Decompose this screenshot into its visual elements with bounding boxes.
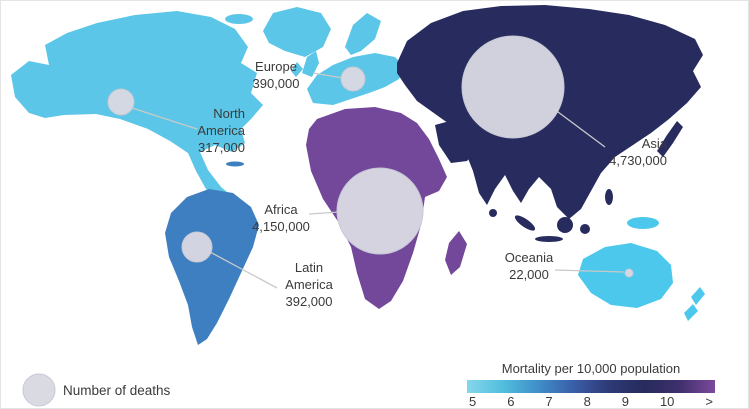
- asia-region: [397, 5, 703, 242]
- latin-america-name-line1: Latin: [294, 260, 324, 275]
- asia-label: Asia 4,730,000: [579, 135, 667, 169]
- north-america-name-line1: North: [213, 106, 245, 121]
- latin-america-name-line2: America: [285, 277, 333, 292]
- arctic-island-shape: [225, 14, 253, 24]
- africa-bubble: [336, 167, 424, 255]
- asia-name: Asia: [641, 136, 667, 151]
- oceania-name: Oceania: [504, 250, 554, 265]
- colorbar-tick: 9: [621, 394, 629, 409]
- africa-name: Africa: [264, 202, 298, 217]
- callout-lines: [131, 72, 625, 289]
- europe-name: Europe: [255, 59, 297, 74]
- callout-africa: [308, 211, 340, 215]
- new-zealand-north-shape: [691, 287, 705, 305]
- java-shape: [535, 236, 563, 242]
- north-america-label: North America 317,000: [157, 105, 245, 156]
- mortality-colorbar: Mortality per 10,000 population 5 6 7 8 …: [467, 361, 715, 409]
- europe-deaths: 390,000: [252, 76, 300, 91]
- uk-shape: [302, 51, 319, 77]
- cuba-shape: [226, 161, 244, 167]
- callout-latin-america: [209, 251, 278, 289]
- new-zealand-south-shape: [684, 304, 698, 321]
- madagascar-shape: [445, 231, 467, 275]
- oceania-region: [578, 217, 705, 321]
- death-bubbles: [22, 35, 634, 407]
- colorbar-gradient: [467, 380, 715, 393]
- north-america-shape: [11, 11, 263, 202]
- callout-north-america: [131, 107, 198, 130]
- callout-asia: [553, 108, 606, 148]
- africa-label: Africa 4,150,000: [243, 201, 319, 235]
- colorbar-tick: 5: [469, 394, 477, 409]
- africa-deaths: 4,150,000: [252, 219, 310, 234]
- asia-bubble: [461, 35, 565, 139]
- south-america-shape: [165, 189, 259, 345]
- greenland-shape: [263, 7, 331, 57]
- sri-lanka-shape: [489, 209, 497, 217]
- sulawesi-shape: [580, 224, 590, 234]
- borneo-shape: [557, 217, 573, 233]
- sumatra-shape: [514, 215, 536, 231]
- europe-bubble: [340, 66, 366, 92]
- north-america-region: [11, 7, 331, 202]
- latin-america-region: [165, 161, 259, 345]
- colorbar-tick: 10: [659, 394, 675, 409]
- colorbar-tick: 6: [507, 394, 515, 409]
- north-america-name-line2: America: [197, 123, 245, 138]
- legend-bubble: [22, 373, 56, 407]
- north-america-deaths: 317,000: [198, 140, 245, 155]
- arabia-shape: [435, 119, 479, 163]
- colorbar-tick: >: [705, 394, 713, 409]
- oceania-deaths: 22,000: [509, 267, 549, 282]
- callout-europe: [312, 72, 344, 79]
- iceland-shape: [300, 30, 319, 45]
- asia-deaths: 4,730,000: [609, 153, 667, 168]
- europe-label: Europe 390,000: [239, 58, 313, 92]
- latin-america-deaths: 392,000: [285, 294, 333, 309]
- japan-shape: [657, 121, 683, 157]
- oceania-label: Oceania 22,000: [491, 249, 567, 283]
- latin-america-bubble: [181, 231, 213, 263]
- colorbar-tick: 7: [545, 394, 553, 409]
- new-guinea-shape: [627, 217, 659, 229]
- latin-america-label: Latin America 392,000: [271, 259, 347, 310]
- philippines-shape: [605, 189, 613, 205]
- north-america-bubble: [107, 88, 135, 116]
- colorbar-title: Mortality per 10,000 population: [501, 361, 681, 376]
- ireland-shape: [291, 62, 303, 77]
- colorbar-ticks: 5 6 7 8 9 10 >: [467, 394, 715, 409]
- oceania-bubble: [624, 268, 634, 278]
- scandinavia-shape: [345, 13, 381, 55]
- callout-oceania: [554, 269, 625, 273]
- bubble-legend-label: Number of deaths: [63, 383, 171, 398]
- colorbar-tick: 8: [583, 394, 591, 409]
